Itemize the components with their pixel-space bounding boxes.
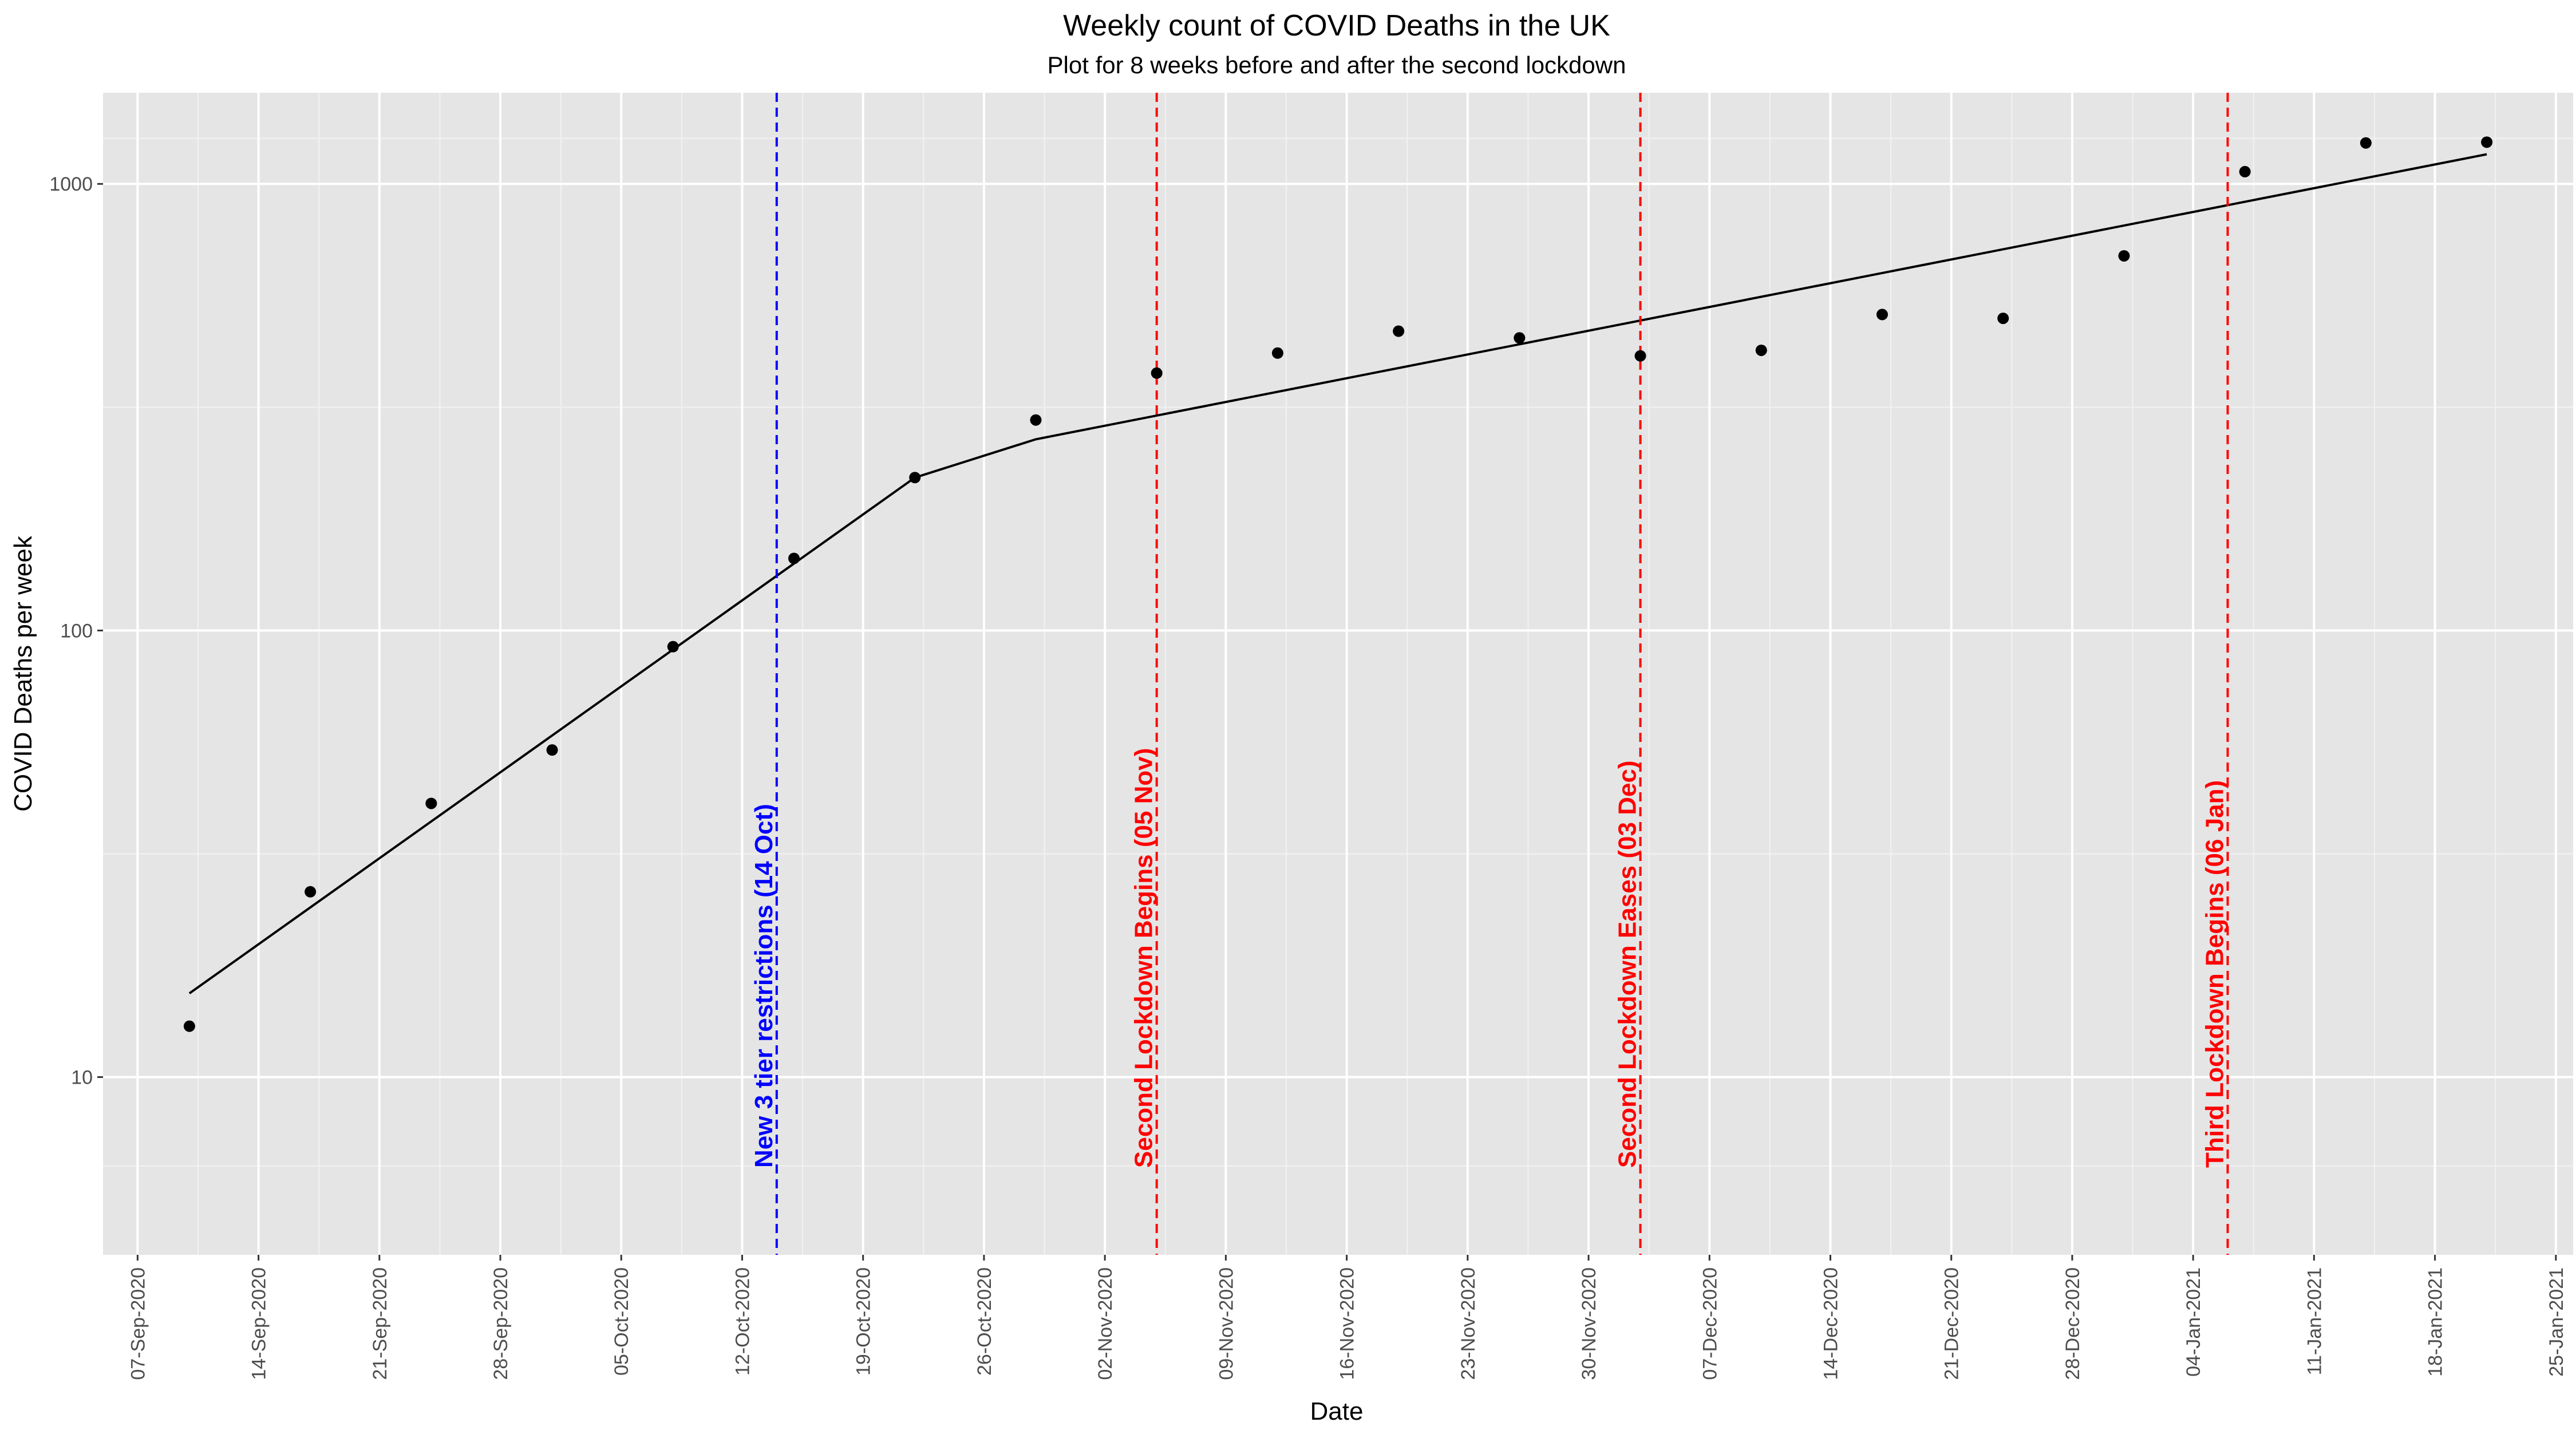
data-point [909,472,921,484]
data-point [1876,309,1888,321]
y-axis-title: COVID Deaths per week [9,535,37,812]
data-point [2360,137,2372,149]
data-point [425,797,437,809]
y-axis: 10 100 1000 [49,173,103,1089]
trend-line-path [188,153,2487,994]
y-tick-label: 100 [60,620,93,642]
data-point [667,641,679,653]
x-tick-label: 14-Dec-2020 [1820,1267,1842,1380]
y-tick-label: 1000 [49,173,93,195]
data-points [183,136,2493,1032]
data-point [1393,325,1405,337]
data-point [2481,136,2493,148]
x-tick-label: 23-Nov-2020 [1457,1267,1479,1380]
x-tick-label: 26-Oct-2020 [974,1267,995,1376]
x-tick-label: 09-Nov-2020 [1215,1267,1237,1380]
plot-panel [103,93,2573,1255]
grid-lines [103,93,2573,1255]
data-point [1755,344,1767,356]
x-tick-label: 19-Oct-2020 [853,1267,875,1376]
data-point [1030,414,1042,426]
data-point [183,1020,195,1032]
data-point [1271,347,1283,359]
event-label: New 3 tier restrictions (14 Oct) [750,804,778,1168]
chart-title: Weekly count of COVID Deaths in the UK [1063,9,1610,42]
data-point [788,552,800,564]
x-tick-label: 04-Jan-2021 [2183,1267,2204,1377]
data-point [1634,350,1646,362]
data-point [1514,332,1526,344]
x-tick-label: 16-Nov-2020 [1337,1267,1358,1380]
x-axis-title: Date [1310,1397,1364,1425]
data-point [1151,367,1163,379]
x-tick-label: 28-Dec-2020 [2062,1267,2084,1380]
chart-subtitle: Plot for 8 weeks before and after the se… [1048,52,1626,78]
data-point [1997,313,2009,325]
x-tick-label: 11-Jan-2021 [2304,1267,2325,1375]
data-point [2239,165,2251,177]
x-axis: 07-Sep-2020 14-Sep-2020 21-Sep-2020 28-Sep-… [127,1255,2567,1380]
event-lines: New 3 tier restrictions (14 Oct) Second L… [750,93,2229,1255]
x-tick-label: 28-Sep-2020 [490,1267,512,1380]
data-point [2118,250,2130,262]
event-label: Third Lockdown Begins (06 Jan) [2201,780,2229,1168]
event-label: Second Lockdown Eases (03 Dec) [1614,760,1642,1168]
x-tick-label: 12-Oct-2020 [732,1267,753,1376]
x-tick-label: 30-Nov-2020 [1578,1267,1600,1380]
event-label: Second Lockdown Begins (05 Nov) [1130,748,1158,1168]
x-tick-label: 21-Dec-2020 [1941,1267,1963,1380]
x-tick-label: 07-Sep-2020 [127,1267,149,1380]
x-tick-label: 05-Oct-2020 [611,1267,633,1376]
trend-line [188,153,2487,994]
x-tick-label: 21-Sep-2020 [369,1267,391,1380]
y-tick-label: 10 [71,1067,93,1089]
x-tick-label: 25-Jan-2021 [2546,1267,2567,1377]
x-tick-label: 18-Jan-2021 [2425,1267,2447,1377]
x-tick-label: 14-Sep-2020 [248,1267,270,1380]
x-tick-label: 02-Nov-2020 [1095,1267,1116,1380]
data-point [546,744,558,756]
x-tick-label: 07-Dec-2020 [1699,1267,1721,1380]
data-point [305,886,317,898]
